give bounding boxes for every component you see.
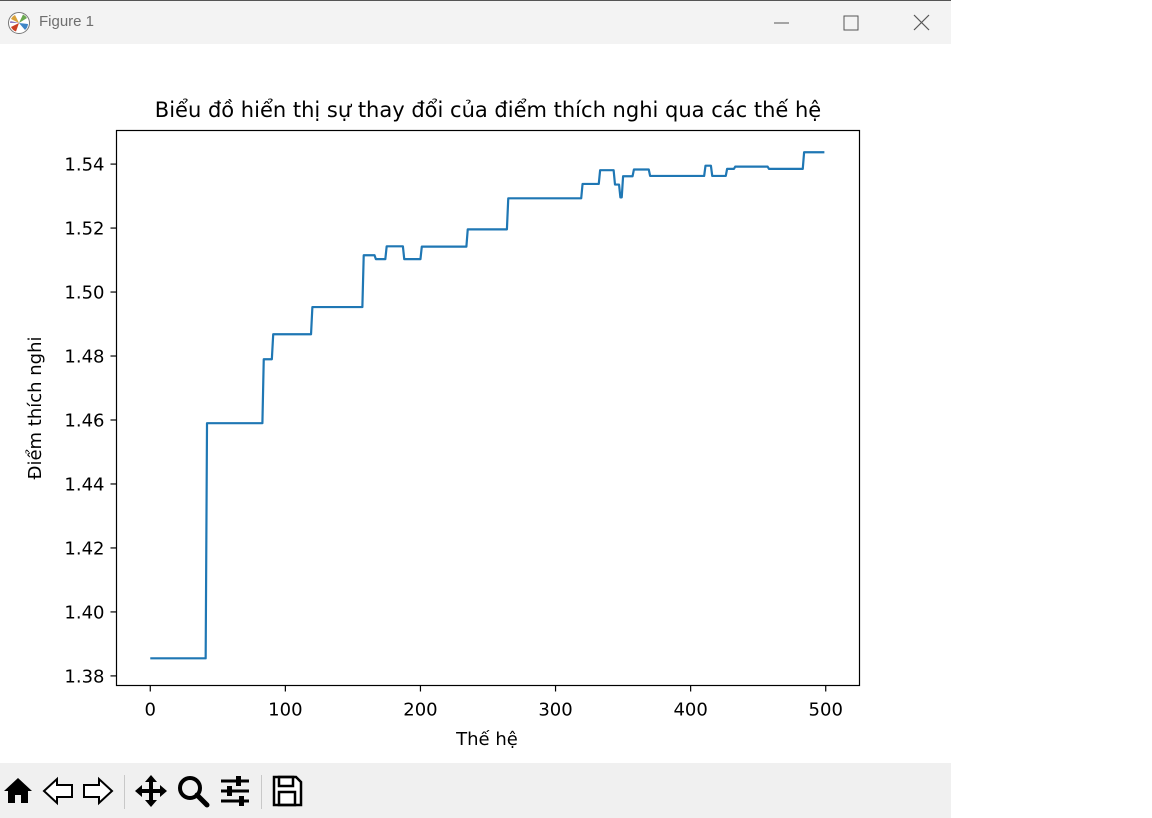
y-tick-label: 1.40 (64, 602, 104, 623)
pan-icon (135, 775, 167, 807)
x-tick-label: 0 (145, 700, 156, 721)
x-axis-label: Thế hệ (455, 729, 518, 750)
maximize-button[interactable] (828, 7, 874, 39)
title-bar[interactable]: Figure 1 (0, 0, 951, 44)
zoom-icon (178, 776, 210, 808)
y-tick-label: 1.44 (64, 474, 104, 495)
x-tick-label: 100 (268, 700, 302, 721)
save-button[interactable] (269, 773, 305, 809)
home-button[interactable] (0, 773, 36, 809)
x-tick-label: 400 (673, 700, 707, 721)
toolbar-separator (124, 775, 125, 809)
chart-title: Biểu đồ hiển thị sự thay đổi của điểm th… (155, 98, 821, 122)
configure-subplots-button[interactable] (217, 773, 253, 809)
x-tick-label: 200 (403, 700, 437, 721)
zoom-button[interactable] (175, 773, 211, 809)
back-button[interactable] (41, 773, 77, 809)
x-axis: 0 100 200 300 400 500 (145, 685, 843, 721)
axes-frame (115, 129, 861, 687)
figure-window: Figure 1 Biểu đồ hiển thị sự thay đổi củ… (0, 0, 951, 818)
close-icon (913, 14, 930, 31)
y-tick-label: 1.46 (64, 410, 104, 431)
save-icon (272, 775, 303, 807)
forward-button[interactable] (79, 773, 115, 809)
fitness-series-line (150, 151, 825, 660)
plot-canvas[interactable]: Biểu đồ hiển thị sự thay đổi của điểm th… (0, 43, 951, 763)
y-tick-label: 1.42 (64, 538, 104, 559)
y-tick-label: 1.48 (64, 347, 104, 368)
window-title: Figure 1 (39, 13, 95, 30)
y-axis-label: Điểm thích nghi (25, 336, 46, 479)
y-tick-label: 1.50 (64, 283, 104, 304)
x-tick-label: 500 (809, 700, 843, 721)
y-tick-label: 1.54 (64, 155, 104, 176)
back-icon (42, 776, 73, 806)
y-tick-label: 1.52 (64, 219, 104, 240)
maximize-icon (843, 15, 859, 31)
pan-button[interactable] (133, 773, 169, 809)
x-tick-label: 300 (538, 700, 572, 721)
matplotlib-logo-icon (8, 12, 30, 34)
minimize-icon (774, 22, 789, 24)
configure-subplots-icon (221, 776, 249, 806)
y-tick-label: 1.38 (64, 666, 104, 687)
toolbar-separator (261, 775, 262, 809)
plot-area (150, 151, 825, 660)
y-axis: 1.38 1.40 1.42 1.44 1.46 1.48 1.50 1.52 1.54 (64, 155, 117, 687)
close-button[interactable] (898, 7, 944, 39)
home-icon (4, 778, 32, 803)
forward-icon (83, 776, 114, 806)
minimize-button[interactable] (758, 7, 804, 39)
navigation-toolbar (0, 763, 951, 818)
